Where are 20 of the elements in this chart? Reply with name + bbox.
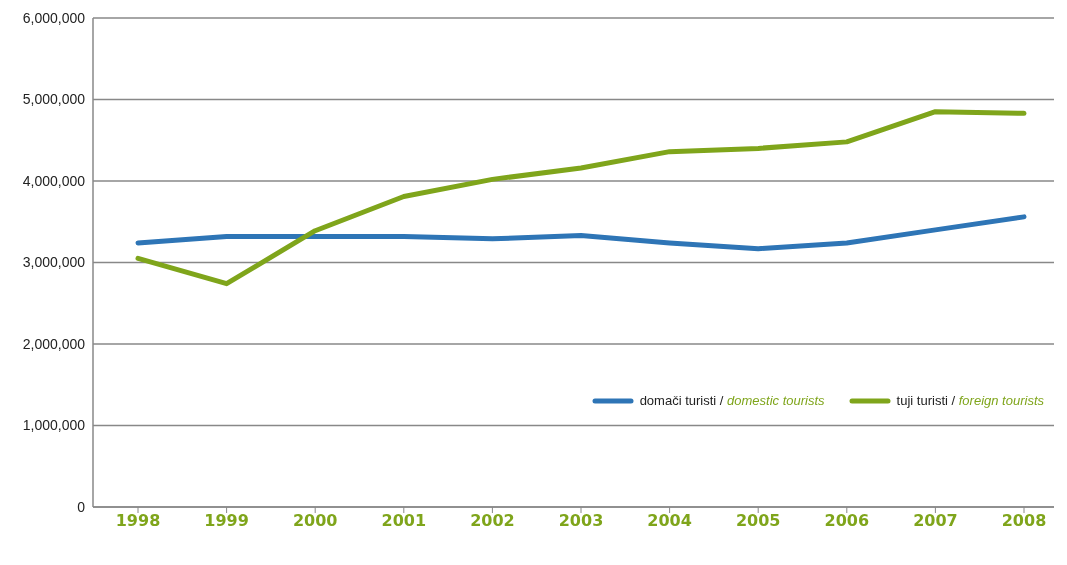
x-tick-label: 2006	[824, 511, 870, 531]
y-tick-label: 5,000,000	[22, 91, 86, 108]
x-tick-label: 2007	[913, 511, 958, 531]
y-tick-label: 6,000,000	[22, 9, 86, 26]
x-tick-label: 1999	[204, 511, 249, 531]
y-tick-label: 1,000,000	[22, 417, 86, 434]
x-tick-label: 2003	[558, 511, 604, 531]
y-tick-label: 0	[77, 498, 86, 515]
x-tick-label: 2001	[381, 511, 427, 531]
legend-label: domači turisti / domestic tourists	[639, 393, 825, 408]
y-tick-label: 4,000,000	[22, 172, 86, 189]
y-tick-label: 2,000,000	[22, 335, 86, 352]
x-tick-label: 2008	[1001, 511, 1047, 531]
x-tick-label: 2000	[292, 511, 338, 531]
x-tick-label: 2004	[647, 511, 692, 531]
x-tick-label: 2005	[735, 511, 781, 531]
y-tick-label: 3,000,000	[22, 254, 86, 271]
x-tick-label: 1998	[115, 511, 161, 531]
legend-label: tuji turisti / foreign tourists	[896, 393, 1044, 408]
x-tick-label: 2002	[470, 511, 515, 531]
